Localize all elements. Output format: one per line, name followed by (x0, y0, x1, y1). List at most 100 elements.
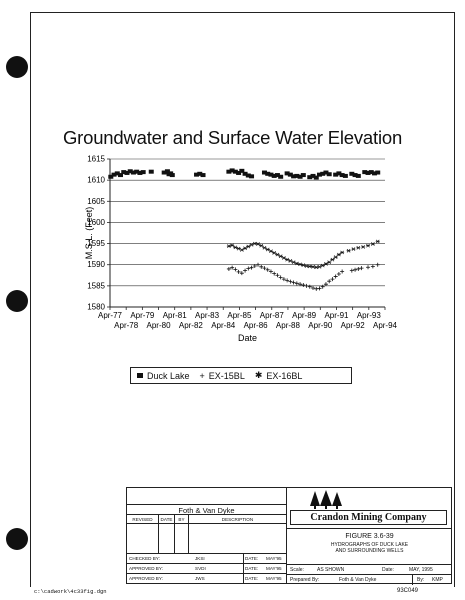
data-point-duck-lake (169, 173, 175, 178)
data-point-ex16bl (340, 250, 345, 255)
plus-marker-icon: + (199, 370, 205, 381)
square-marker-icon (137, 373, 143, 378)
checked-date-value: MAY'95 (266, 556, 282, 561)
data-point-ex16bl (281, 256, 286, 260)
data-point-duck-lake (108, 174, 114, 179)
data-point-duck-lake (307, 175, 313, 180)
x-tick-label: Apr-77 (98, 311, 123, 320)
data-point-ex15bl (333, 274, 338, 279)
col-description: DESCRIPTION (189, 515, 287, 524)
data-point-duck-lake (121, 170, 127, 175)
data-point-duck-lake (265, 171, 271, 176)
data-point-ex16bl (275, 252, 280, 257)
punch-hole (6, 528, 28, 550)
approved-date-cell-2: DATE: MAY'95 (244, 574, 287, 584)
data-point-ex15bl (252, 263, 257, 268)
approved-date-label: DATE: (245, 576, 259, 581)
x-tick-label: Apr-80 (147, 321, 172, 330)
data-point-duck-lake (226, 169, 232, 174)
data-point-duck-lake (242, 171, 248, 176)
data-point-duck-lake (316, 172, 322, 177)
data-point-ex15bl (323, 282, 328, 287)
y-tick-label: 1600 (87, 218, 105, 227)
data-point-ex15bl (291, 280, 296, 285)
data-point-ex15bl (356, 266, 361, 271)
data-point-ex15bl (294, 281, 299, 286)
approved-by-row-1: APPROVED BY: SVDI (127, 564, 244, 574)
x-tick-label: Apr-83 (195, 311, 220, 320)
legend-label: EX-16BL (266, 370, 303, 381)
data-point-ex16bl (298, 262, 303, 267)
data-point-ex15bl (259, 264, 264, 269)
approved-date-value: MAY'95 (266, 576, 282, 581)
data-point-ex16bl (307, 264, 312, 269)
data-point-duck-lake (164, 169, 170, 174)
revision-row-cell (127, 524, 159, 554)
approved-date-cell-1: DATE: MAY'95 (244, 564, 287, 574)
data-point-duck-lake (352, 173, 358, 178)
data-point-ex15bl (307, 284, 312, 289)
data-point-duck-lake (310, 173, 316, 178)
data-point-duck-lake (320, 171, 326, 176)
data-point-ex15bl (278, 275, 283, 280)
x-tick-label: Apr-92 (341, 321, 366, 330)
data-point-ex16bl (288, 259, 293, 263)
figure-title-line-1: HYDROGRAPHS OF DUCK LAKE (330, 542, 409, 548)
data-point-duck-lake (349, 171, 355, 176)
punch-hole (6, 290, 28, 312)
y-tick-label: 1610 (87, 176, 105, 185)
approved-by-row-2: APPROVED BY: JWS (127, 574, 244, 584)
approved-by-value: JWS (195, 576, 205, 581)
data-point-duck-lake (342, 173, 348, 178)
data-point-duck-lake (229, 168, 235, 173)
legend-item-ex16bl: ✱ EX-16BL (255, 370, 303, 381)
data-point-ex15bl (327, 279, 332, 284)
data-point-ex15bl (317, 286, 322, 291)
data-point-ex16bl (256, 242, 261, 246)
data-point-duck-lake (114, 171, 120, 176)
x-tick-label: Apr-88 (276, 321, 301, 330)
punch-hole (6, 56, 28, 78)
document-number: 93C049 (397, 588, 419, 594)
data-point-duck-lake (323, 170, 329, 175)
data-point-ex15bl (230, 265, 235, 270)
data-point-duck-lake (127, 169, 133, 174)
checked-by-label: CHECKED BY: (129, 556, 160, 561)
data-point-ex15bl (311, 285, 316, 290)
data-point-ex16bl (239, 248, 244, 252)
data-point-duck-lake (124, 170, 130, 175)
data-point-duck-lake (118, 173, 124, 178)
figure-number: FIGURE 3.6-39 (345, 533, 394, 540)
prepared-row: Prepared By: Foth & Van Dyke By: KMP (287, 574, 452, 585)
data-point-duck-lake (197, 171, 203, 176)
y-tick-label: 1590 (87, 260, 105, 269)
data-point-ex16bl (236, 246, 241, 251)
data-point-duck-lake (137, 170, 143, 175)
checked-date-label: DATE: (245, 556, 259, 561)
x-tick-label: Apr-79 (130, 311, 155, 320)
col-revised: REVISED (127, 515, 159, 524)
approved-by-label: APPROVED BY: (129, 576, 163, 581)
data-point-ex15bl (330, 277, 335, 282)
by-label: By: (417, 577, 425, 583)
data-point-duck-lake (140, 170, 146, 175)
data-point-duck-lake (268, 172, 274, 177)
data-point-duck-lake (300, 173, 306, 178)
data-point-duck-lake (274, 173, 280, 178)
data-point-duck-lake (284, 171, 290, 176)
data-point-ex16bl (249, 242, 254, 247)
data-point-ex15bl (226, 266, 231, 271)
data-point-duck-lake (200, 173, 206, 178)
title-block-spacer (127, 488, 287, 504)
col-date: DATE (159, 515, 175, 524)
file-path: c:\cadwork\4c33fig.dgn (34, 588, 107, 595)
data-point-ex16bl (375, 239, 380, 244)
star-marker-icon: ✱ (254, 370, 263, 380)
data-point-ex15bl (314, 286, 319, 291)
revision-row-cell (159, 524, 175, 554)
col-by: BY (175, 515, 189, 524)
legend-label: EX-15BL (208, 370, 245, 381)
title-block: Foth & Van Dyke REVISED DATE BY DESCRIPT… (126, 487, 452, 585)
data-point-ex15bl (375, 262, 380, 267)
data-point-ex15bl (340, 269, 345, 274)
